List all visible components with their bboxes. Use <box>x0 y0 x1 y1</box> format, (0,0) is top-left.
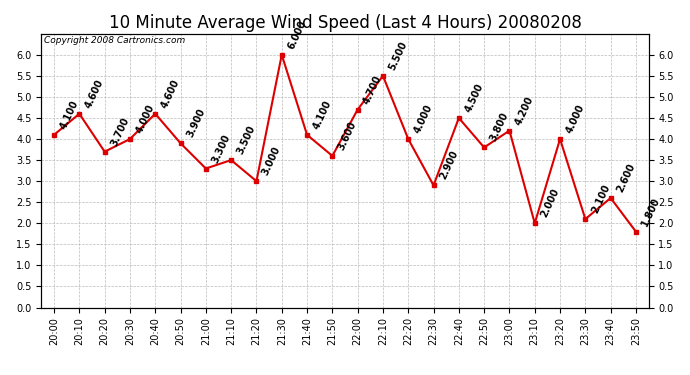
Text: 3.000: 3.000 <box>261 145 283 177</box>
Text: 4.600: 4.600 <box>159 78 181 110</box>
Text: 2.000: 2.000 <box>539 187 561 219</box>
Text: 4.000: 4.000 <box>413 103 435 135</box>
Text: 3.900: 3.900 <box>185 107 207 139</box>
Text: 3.800: 3.800 <box>489 111 511 143</box>
Text: 4.200: 4.200 <box>513 94 535 126</box>
Text: 6.000: 6.000 <box>286 18 308 51</box>
Text: 4.100: 4.100 <box>58 99 80 130</box>
Text: 4.100: 4.100 <box>311 99 333 130</box>
Text: 4.600: 4.600 <box>83 78 106 110</box>
Text: 4.500: 4.500 <box>463 82 485 114</box>
Text: 2.100: 2.100 <box>589 183 611 215</box>
Text: 4.000: 4.000 <box>134 103 156 135</box>
Text: 2.900: 2.900 <box>437 149 460 181</box>
Text: 3.500: 3.500 <box>235 124 257 156</box>
Text: Copyright 2008 Cartronics.com: Copyright 2008 Cartronics.com <box>44 36 186 45</box>
Text: 1.800: 1.800 <box>640 195 662 228</box>
Text: 4.700: 4.700 <box>362 73 384 105</box>
Text: 3.600: 3.600 <box>337 120 359 152</box>
Text: 3.700: 3.700 <box>109 116 131 147</box>
Text: 3.300: 3.300 <box>210 132 232 164</box>
Title: 10 Minute Average Wind Speed (Last 4 Hours) 20080208: 10 Minute Average Wind Speed (Last 4 Hou… <box>108 14 582 32</box>
Text: 5.500: 5.500 <box>387 40 409 72</box>
Text: 4.000: 4.000 <box>564 103 586 135</box>
Text: 2.600: 2.600 <box>615 162 637 194</box>
